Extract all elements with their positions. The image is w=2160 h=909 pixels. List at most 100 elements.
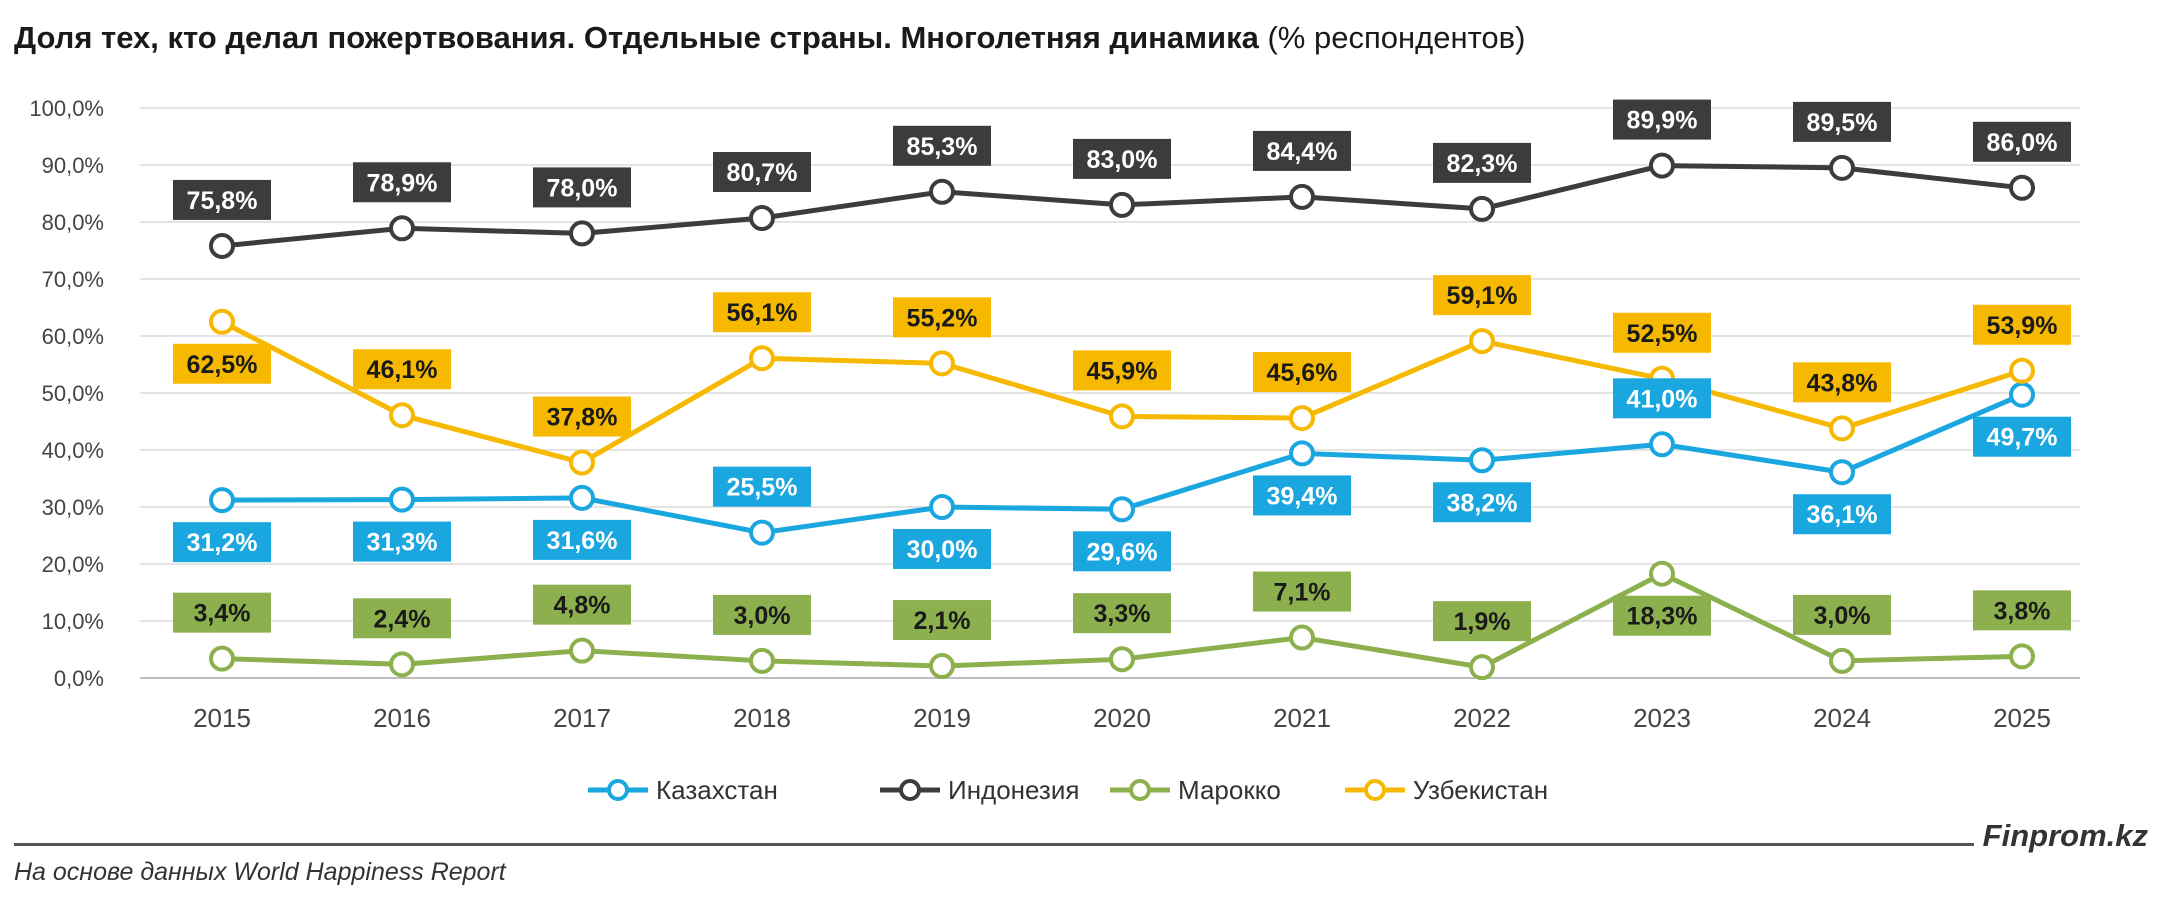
data-label-box (1253, 571, 1351, 612)
legend-swatch-marker (1129, 779, 1151, 801)
y-tick-label: 90,0% (42, 153, 104, 178)
data-label: 56,1% (727, 299, 798, 327)
data-label: 78,9% (367, 169, 438, 197)
x-tick-label: 2016 (373, 703, 431, 733)
data-label-box (1793, 494, 1891, 535)
data-label: 86,0% (1987, 129, 2058, 157)
data-point (1469, 654, 1495, 681)
data-label-box (1433, 142, 1531, 183)
data-point (1649, 560, 1675, 587)
data-label: 2,4% (374, 605, 431, 633)
data-label-box (713, 152, 811, 193)
data-label-box (1793, 362, 1891, 403)
data-label: 1,9% (1454, 608, 1511, 636)
data-label-box (1793, 594, 1891, 635)
data-point (2009, 174, 2035, 201)
data-label: 53,9% (1987, 312, 2058, 340)
data-label: 31,3% (367, 529, 438, 557)
data-label-box (353, 521, 451, 562)
data-point (1829, 459, 1855, 486)
data-label-box (173, 343, 271, 384)
y-tick-label: 10,0% (42, 609, 104, 634)
data-labels-3: 3,4% 2,4% 4,8% 3,0% 2,1% 3,3% 7,1% 1,9% 18,3% 3,0… (173, 571, 2071, 642)
data-label-box (173, 592, 271, 633)
chart-title-unit: (% респондентов) (1258, 20, 1526, 55)
data-label-box (1613, 312, 1711, 353)
data-label-box (713, 292, 811, 333)
data-point (1289, 183, 1315, 210)
data-label: 3,8% (1994, 597, 2051, 625)
data-label-box (1433, 275, 1531, 316)
data-label: 4,8% (554, 592, 611, 620)
data-label-box (1793, 101, 1891, 142)
data-label-box (1433, 482, 1531, 523)
data-point (209, 232, 235, 259)
data-point (209, 308, 235, 335)
data-label: 38,2% (1447, 489, 1518, 517)
legend-item: Казахстан (588, 775, 778, 805)
data-label: 89,5% (1807, 109, 1878, 137)
data-labels-4: 62,5% 46,1% 37,8% 56,1% 55,2% 45,9% 45,6% 59,1%… (173, 275, 2071, 437)
y-tick-label: 80,0% (42, 210, 104, 235)
data-label: 36,1% (1807, 501, 1878, 529)
data-label-box (1073, 593, 1171, 634)
data-point (1289, 405, 1315, 432)
footer-divider (14, 843, 1974, 846)
series-2 (209, 152, 2035, 259)
data-label: 43,8% (1807, 369, 1878, 397)
y-tick-label: 50,0% (42, 381, 104, 406)
x-tick-label: 2020 (1093, 703, 1151, 733)
data-point (929, 653, 955, 680)
data-point (929, 494, 955, 520)
data-label: 46,1% (367, 356, 438, 384)
y-tick-label: 70,0% (42, 267, 104, 292)
data-point (569, 637, 595, 664)
y-tick-label: 30,0% (42, 495, 104, 520)
data-label-box (1613, 595, 1711, 636)
y-tick-label: 40,0% (42, 438, 104, 463)
data-label: 3,3% (1094, 600, 1151, 628)
x-tick-label: 2015 (193, 703, 251, 733)
grid: 0,0% 10,0% 20,0% 30,0% 40,0% 50,0% 60,0% 70,0% 8… (29, 96, 2080, 691)
data-label: 29,6% (1087, 538, 1158, 566)
data-label-box (1973, 590, 2071, 631)
chart-title: Доля тех, кто делал пожертвования. Отдел… (14, 20, 1525, 56)
source-note: На основе данных World Happiness Report (14, 858, 506, 886)
data-label: 89,9% (1627, 107, 1698, 135)
data-label: 37,8% (547, 404, 618, 432)
data-label: 55,2% (907, 304, 978, 332)
legend-label: Казахстан (656, 775, 778, 805)
x-tick-label: 2023 (1633, 703, 1691, 733)
data-label: 78,0% (547, 174, 618, 202)
data-label: 84,4% (1267, 138, 1338, 166)
data-point (929, 350, 955, 377)
data-label: 2,1% (914, 607, 971, 635)
x-tick-label: 2025 (1993, 703, 2051, 733)
data-point (1109, 646, 1135, 673)
x-tick-label: 2021 (1273, 703, 1331, 733)
legend-swatch-marker (607, 779, 629, 801)
data-label: 45,9% (1087, 357, 1158, 385)
data-label: 49,7% (1987, 424, 2058, 452)
brand-logo-text: Finprom.kz (1982, 818, 2148, 853)
data-point (1109, 403, 1135, 430)
data-point (209, 645, 235, 672)
data-label: 82,3% (1447, 150, 1518, 178)
legend: Казахстан Индонезия Марокко Узбекистан (588, 775, 1548, 805)
data-label: 7,1% (1274, 579, 1331, 607)
data-point (1469, 447, 1495, 474)
legend-label: Узбекистан (1413, 775, 1548, 805)
data-point (1829, 154, 1855, 181)
data-label-box (173, 179, 271, 220)
data-label-box (893, 297, 991, 338)
data-point (749, 647, 775, 674)
data-point (389, 215, 415, 242)
line-chart: 0,0% 10,0% 20,0% 30,0% 40,0% 50,0% 60,0% 70,0% 8… (29, 96, 2080, 805)
data-label-box (353, 349, 451, 390)
data-label-box (893, 529, 991, 569)
data-label-box (1433, 601, 1531, 642)
data-label-box (1973, 416, 2071, 457)
data-label: 41,0% (1627, 385, 1698, 413)
x-tick-label: 2017 (553, 703, 611, 733)
y-tick-label: 20,0% (42, 552, 104, 577)
